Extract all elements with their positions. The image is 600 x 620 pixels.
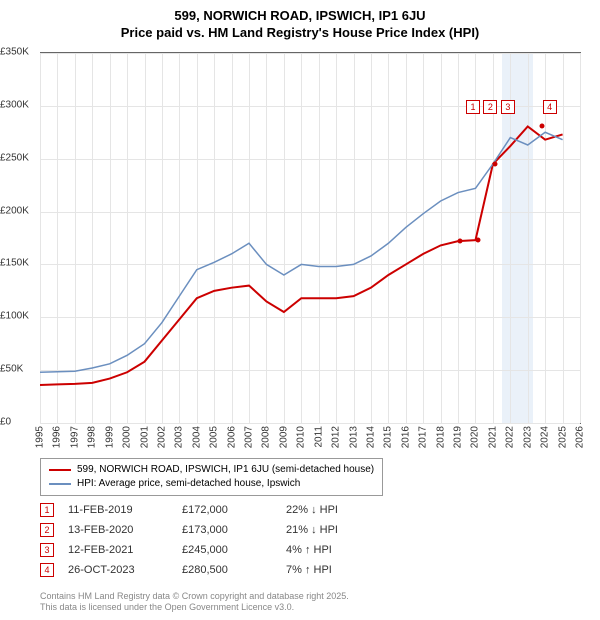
x-tick-label: 2000 [122, 426, 133, 448]
row-badge: 4 [40, 563, 54, 577]
x-tick-label: 1997 [69, 426, 80, 448]
footer-attribution: Contains HM Land Registry data © Crown c… [40, 591, 349, 614]
chart-container: 599, NORWICH ROAD, IPSWICH, IP1 6JU Pric… [0, 0, 600, 620]
x-tick-label: 2001 [139, 426, 150, 448]
x-tick-label: 2019 [453, 426, 464, 448]
y-tick-label: £100K [0, 311, 29, 322]
gridline-v [580, 53, 581, 423]
y-tick-label: £350K [0, 47, 29, 58]
data-marker [540, 124, 545, 129]
x-tick-label: 2015 [383, 426, 394, 448]
y-tick-label: £250K [0, 152, 29, 163]
data-marker [475, 238, 480, 243]
row-badge: 3 [40, 543, 54, 557]
title-line-2: Price paid vs. HM Land Registry's House … [0, 25, 600, 42]
x-tick-label: 1995 [35, 426, 46, 448]
legend-row: HPI: Average price, semi-detached house,… [49, 477, 374, 491]
footer-line-1: Contains HM Land Registry data © Crown c… [40, 591, 349, 603]
marker-callout: 3 [501, 100, 515, 114]
x-tick-label: 1998 [87, 426, 98, 448]
row-price: £173,000 [182, 524, 272, 536]
plot-area: 123 4 [40, 52, 581, 424]
x-tick-label: 2010 [296, 426, 307, 448]
x-tick-label: 2024 [540, 426, 551, 448]
x-tick-label: 2021 [487, 426, 498, 448]
x-tick-label: 2018 [435, 426, 446, 448]
legend-row: 599, NORWICH ROAD, IPSWICH, IP1 6JU (sem… [49, 463, 374, 477]
data-marker [458, 239, 463, 244]
x-tick-label: 2025 [557, 426, 568, 448]
marker-callout: 4 [543, 100, 557, 114]
y-tick-label: £50K [0, 364, 23, 375]
x-tick-label: 2011 [313, 426, 324, 448]
legend-swatch [49, 469, 71, 471]
table-row: 2 13-FEB-2020 £173,000 21% ↓ HPI [40, 520, 396, 540]
x-tick-label: 2022 [505, 426, 516, 448]
table-row: 3 12-FEB-2021 £245,000 4% ↑ HPI [40, 540, 396, 560]
x-tick-label: 1996 [52, 426, 63, 448]
data-marker [492, 162, 497, 167]
row-date: 12-FEB-2021 [68, 544, 168, 556]
footer-line-2: This data is licensed under the Open Gov… [40, 602, 349, 614]
row-date: 11-FEB-2019 [68, 504, 168, 516]
x-tick-label: 1999 [104, 426, 115, 448]
chart-svg [40, 53, 580, 423]
x-tick-label: 2023 [522, 426, 533, 448]
legend-label: 599, NORWICH ROAD, IPSWICH, IP1 6JU (sem… [77, 463, 374, 477]
title-block: 599, NORWICH ROAD, IPSWICH, IP1 6JU Pric… [0, 0, 600, 42]
x-tick-label: 2002 [156, 426, 167, 448]
x-tick-label: 2005 [209, 426, 220, 448]
x-tick-label: 2004 [191, 426, 202, 448]
x-tick-label: 2013 [348, 426, 359, 448]
row-delta: 22% ↓ HPI [286, 504, 396, 516]
row-price: £280,500 [182, 564, 272, 576]
x-tick-label: 2008 [261, 426, 272, 448]
x-tick-label: 2007 [244, 426, 255, 448]
y-tick-label: £150K [0, 258, 29, 269]
row-delta: 4% ↑ HPI [286, 544, 396, 556]
x-tick-label: 2016 [400, 426, 411, 448]
x-tick-label: 2009 [278, 426, 289, 448]
row-price: £245,000 [182, 544, 272, 556]
row-delta: 7% ↑ HPI [286, 564, 396, 576]
row-date: 26-OCT-2023 [68, 564, 168, 576]
y-tick-label: £200K [0, 205, 29, 216]
row-badge: 1 [40, 503, 54, 517]
x-tick-label: 2012 [331, 426, 342, 448]
legend: 599, NORWICH ROAD, IPSWICH, IP1 6JU (sem… [40, 458, 383, 496]
y-tick-label: £300K [0, 99, 29, 110]
x-tick-label: 2020 [470, 426, 481, 448]
series-hpi [40, 132, 563, 372]
data-table: 1 11-FEB-2019 £172,000 22% ↓ HPI 2 13-FEB-202… [40, 500, 396, 580]
marker-callout: 2 [483, 100, 497, 114]
x-tick-label: 2026 [575, 426, 586, 448]
x-tick-label: 2003 [174, 426, 185, 448]
title-line-1: 599, NORWICH ROAD, IPSWICH, IP1 6JU [0, 8, 600, 25]
marker-callout: 1 [466, 100, 480, 114]
row-price: £172,000 [182, 504, 272, 516]
row-badge: 2 [40, 523, 54, 537]
legend-label: HPI: Average price, semi-detached house,… [77, 477, 300, 491]
table-row: 4 26-OCT-2023 £280,500 7% ↑ HPI [40, 560, 396, 580]
y-tick-label: £0 [0, 417, 11, 428]
gridline-h [40, 423, 580, 424]
series-property [40, 126, 563, 384]
table-row: 1 11-FEB-2019 £172,000 22% ↓ HPI [40, 500, 396, 520]
x-tick-label: 2006 [226, 426, 237, 448]
x-tick-label: 2017 [418, 426, 429, 448]
legend-swatch [49, 483, 71, 485]
row-date: 13-FEB-2020 [68, 524, 168, 536]
x-tick-label: 2014 [365, 426, 376, 448]
row-delta: 21% ↓ HPI [286, 524, 396, 536]
